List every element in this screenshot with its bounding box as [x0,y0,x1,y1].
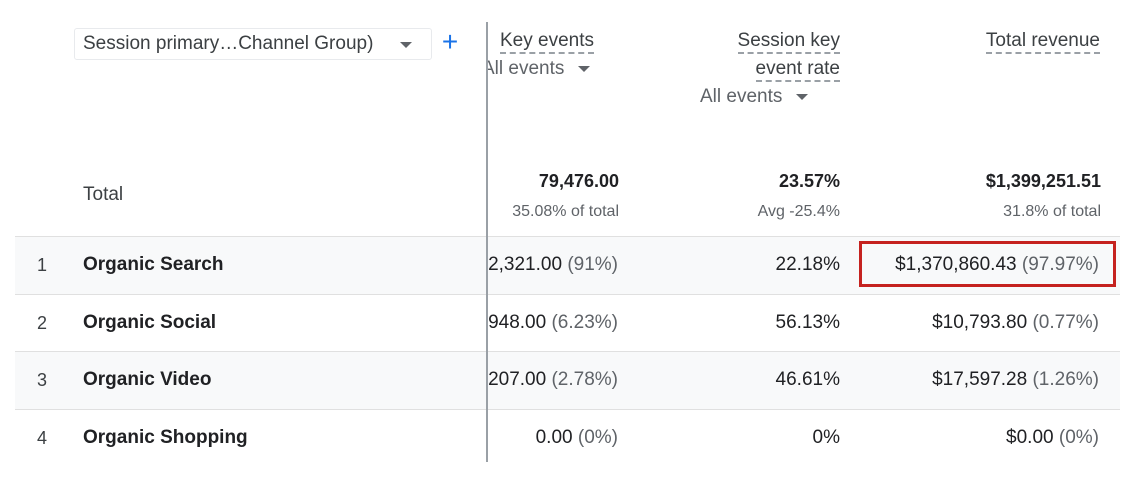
total-key-events-sub: 35.08% of total [512,203,619,220]
total-row-label: Total [83,184,124,205]
key-events-filter-label: All events [488,58,565,79]
row-key-events: 4,948.00 (6.23%) [488,312,618,334]
row-rank: 3 [37,370,48,390]
key-events-column-clip: 72,321.00 (91%) 4,948.00 (6.23%) 2,207.0… [488,236,628,466]
row-session-rate: 22.18% [775,254,840,275]
total-revenue-sub: 31.8% of total [1003,203,1101,220]
row-revenue: $0.00 (0%) [862,427,1099,449]
row-key-events-pct: (6.23%) [551,312,618,333]
key-events-filter-clip: All events [488,58,613,86]
row-revenue-value: $10,793.80 [932,312,1028,333]
row-key-events: 2,207.00 (2.78%) [488,369,618,391]
chevron-down-icon [796,94,809,100]
row-revenue-value: $17,597.28 [932,369,1028,390]
row-rank: 1 [37,255,48,275]
row-revenue-value: $1,370,860.43 [895,254,1017,275]
column-header-session-key-event-rate[interactable]: Session key event rate [700,27,840,83]
column-title-line1: Session key [737,30,840,54]
row-key-events-value: 0.00 [535,427,573,448]
column-header-key-events[interactable]: Key events [470,27,594,55]
add-dimension-button[interactable]: + [441,26,459,57]
row-revenue-pct: (1.26%) [1032,369,1099,390]
column-title-line2: event rate [755,58,840,82]
column-title-total-revenue: Total revenue [985,30,1100,54]
session-rate-filter-dropdown[interactable]: All events [700,86,809,108]
row-channel-name[interactable]: Organic Video [83,369,212,390]
row-key-events-value: 72,321.00 [488,254,563,275]
row-revenue-pct: (0.77%) [1032,312,1099,333]
row-channel-name[interactable]: Organic Search [83,254,224,275]
highlight-box [859,241,1116,287]
row-channel-name[interactable]: Organic Social [83,312,217,333]
table-row[interactable] [15,351,1120,409]
row-session-rate: 56.13% [775,312,840,333]
table-row[interactable] [15,294,1120,352]
row-revenue-pct: (97.97%) [1021,254,1099,275]
session-rate-filter-label: All events [700,86,783,107]
row-revenue: $17,597.28 (1.26%) [862,369,1099,391]
row-revenue: $1,370,860.43 (97.97%) [862,254,1099,276]
total-session-rate-sub: Avg -25.4% [757,203,840,220]
row-revenue: $10,793.80 (0.77%) [862,312,1099,334]
row-session-rate: 0% [812,427,840,448]
column-title-key-events: Key events [500,30,594,54]
row-key-events: 72,321.00 (91%) [488,254,618,276]
total-revenue: $1,399,251.51 [985,171,1101,191]
row-key-events-value: 2,207.00 [488,369,547,390]
row-key-events-pct: (0%) [577,427,618,448]
dimension-select[interactable]: Session primary…Channel Group) [74,28,432,60]
row-key-events-value: 4,948.00 [488,312,547,333]
total-session-rate: 23.57% [778,171,840,191]
table-row[interactable] [15,409,1120,467]
frozen-column-divider [486,236,488,462]
row-revenue-pct: (0%) [1058,427,1099,448]
row-rank: 2 [37,313,48,333]
row-channel-name[interactable]: Organic Shopping [83,427,248,448]
column-header-total-revenue[interactable]: Total revenue [940,27,1100,55]
row-key-events: 0.00 (0%) [536,427,618,449]
row-key-events-pct: (2.78%) [551,369,618,390]
chevron-down-icon [400,42,412,48]
total-key-events: 79,476.00 [538,171,619,191]
row-session-rate: 46.61% [775,369,840,390]
row-rank: 4 [37,428,48,448]
row-key-events-pct: (91%) [567,254,618,275]
key-events-filter-dropdown[interactable]: All events [488,58,591,80]
row-revenue-value: $0.00 [1006,427,1054,448]
dimension-select-label: Session primary…Channel Group) [83,33,374,54]
chevron-down-icon [578,66,591,72]
